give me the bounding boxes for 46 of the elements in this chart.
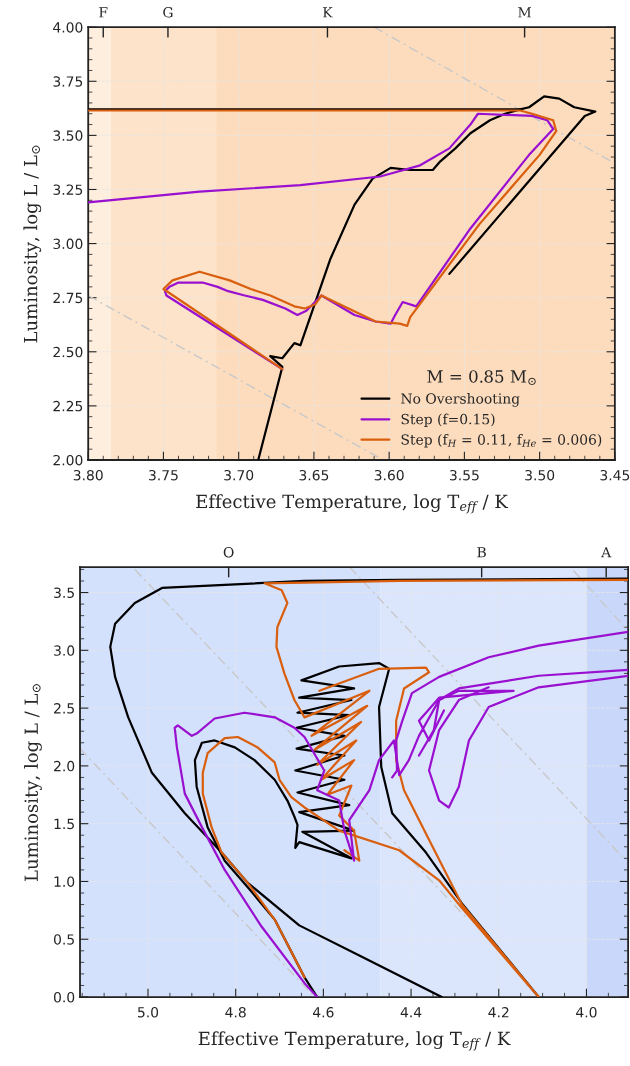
y-tick-label: 2.50 (53, 346, 83, 358)
annotation: A (601, 547, 612, 558)
x-tick-label: 3.75 (149, 469, 178, 481)
y-tick-label: 1.0 (54, 876, 75, 887)
annotation: B (477, 547, 486, 558)
x-tick-label: 4.4 (400, 1007, 422, 1018)
legend-label: Step (f$_{H}$ = 0.11, f$_{He}$ = 0.006) (401, 434, 602, 448)
y-tick-label: 2.25 (53, 400, 83, 412)
y-tick-label: 1.5 (54, 818, 74, 830)
y-tick-label: 2.00 (53, 454, 83, 466)
y-tick-label: 2.75 (53, 292, 83, 304)
x-tick-label: 3.65 (299, 469, 329, 481)
y-tick-label: 3.00 (53, 238, 83, 250)
x-tick-label: 3.80 (73, 469, 103, 481)
y-tick-label: 3.0 (54, 645, 75, 656)
y-tick-label: 0.5 (53, 934, 74, 945)
annotation: F (99, 7, 108, 18)
x-tick-label: 4.0 (576, 1007, 597, 1018)
annotation: O (223, 546, 234, 558)
legend-label: Step (f=0.15) (401, 413, 495, 428)
x-tick-label: 3.55 (450, 469, 479, 481)
x-tick-label: 3.60 (374, 469, 404, 481)
x-tick-label: 4.6 (313, 1007, 334, 1018)
x-tick-label: 4.2 (488, 1007, 509, 1018)
annotation: G (163, 7, 173, 18)
y-tick-label: 4.00 (53, 22, 83, 33)
x-tick-label: 3.70 (224, 469, 254, 481)
x-tick-label: 3.50 (525, 469, 555, 481)
y-tick-label: 3.25 (53, 184, 83, 195)
annotation: K (323, 7, 333, 18)
annotation: M (518, 7, 531, 18)
y-tick-label: 2.0 (54, 760, 75, 772)
legend-label: No Overshooting (401, 393, 520, 407)
x-axis-title: Effective Temperature, log T$_{eff}$ / K (198, 1031, 511, 1051)
x-tick-label: 4.8 (225, 1007, 246, 1018)
y-tick-label: 3.5 (54, 587, 74, 599)
x-tick-label: 3.45 (600, 469, 630, 481)
y-axis-title: Luminosity, log L / L$_{⊙}$ (23, 145, 42, 343)
y-axis-title: Luminosity, log L / L$_{⊙}$ (24, 684, 42, 882)
x-axis-title: Effective Temperature, log T$_{eff}$ / K (196, 494, 509, 514)
legend-title: M = 0.85 M$_{⊙}$ (427, 370, 536, 386)
y-tick-label: 3.75 (53, 76, 83, 87)
x-tick-label: 5.0 (138, 1007, 159, 1018)
y-tick-label: 3.50 (53, 130, 83, 141)
y-tick-label: 0.0 (53, 992, 75, 1003)
y-tick-label: 2.5 (54, 703, 74, 714)
